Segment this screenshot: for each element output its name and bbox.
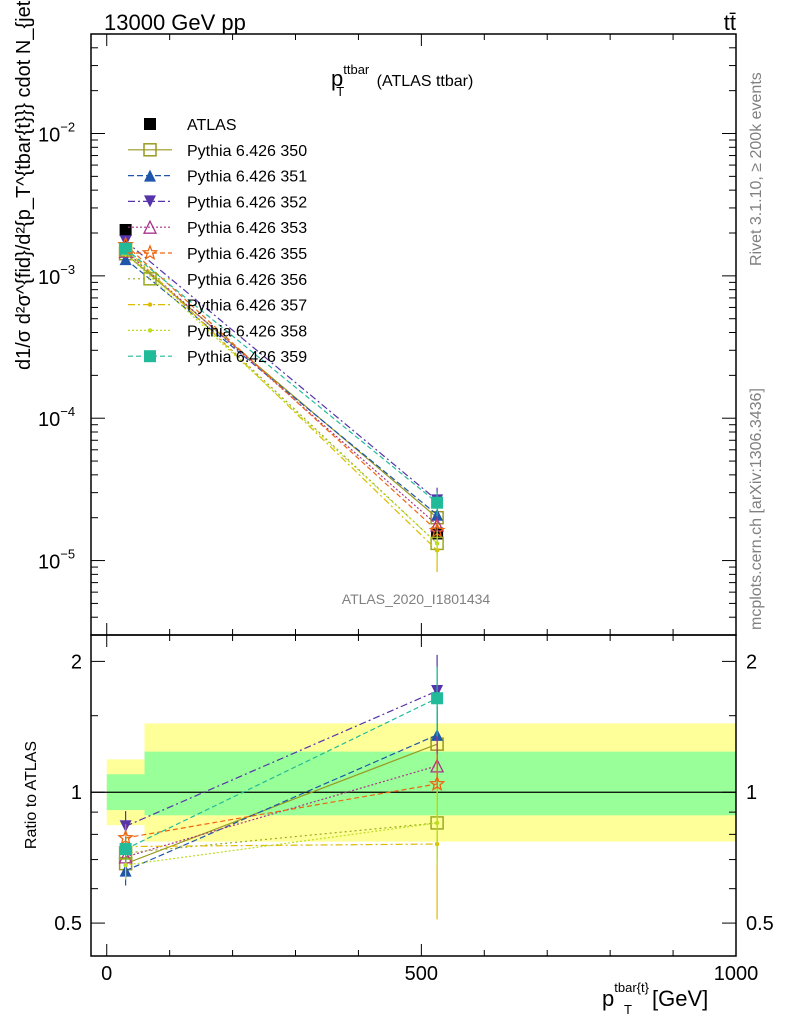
pythia-6-426-357-ratio-line <box>125 843 438 848</box>
main-ylabel: d1/σ d²σ^{fid}/d²{p_T^{tbar{t}}} cdot N_… <box>13 0 35 370</box>
pythia-6-426-357-line <box>125 247 438 551</box>
uncertainty-band-green <box>144 751 737 816</box>
y-tick-label: 2 <box>71 651 82 673</box>
pythia-6-426-351-line <box>125 258 438 516</box>
y-tick-label-right: 0.5 <box>746 913 774 935</box>
legend-marker-pythia-6-426-356 <box>143 272 157 286</box>
pythia-6-426-350-ratio-line <box>125 743 438 865</box>
ratio-bands <box>91 723 737 842</box>
pythia-6-426-352-ratio-line <box>125 690 438 827</box>
legend-label-pythia-6-426-350: Pythia 6.426 350 <box>187 143 307 160</box>
y-tick-label-right: 2 <box>746 651 757 673</box>
legend-marker-pythia-6-426-352 <box>144 195 156 208</box>
main-panel: ATLAS Pythia 6.426 350 Pythia 6.426 351 Pyt… <box>13 0 737 636</box>
x-tick-label: 0 <box>101 963 112 985</box>
pythia-6-426-356-line <box>125 249 438 544</box>
legend-label-pythia-6-426-358: Pythia 6.426 358 <box>187 323 307 340</box>
x-tick-label: 1000 <box>714 963 759 985</box>
pythia-6-426-359-ratio-point <box>431 692 444 705</box>
legend-label-pythia-6-426-359: Pythia 6.426 359 <box>187 349 307 366</box>
y-tick-label: 10−3 <box>38 262 75 289</box>
legend-label-pythia-6-426-357: Pythia 6.426 357 <box>187 298 307 315</box>
rivet-label: Rivet 3.1.10, ≥ 200k events <box>748 72 765 266</box>
legend-label-pythia-6-426-356: Pythia 6.426 356 <box>187 272 307 289</box>
mcplots-label: mcplots.cern.ch [arXiv:1306.3436] <box>748 388 765 630</box>
main-title: pttbar T (ATLAS ttbar) <box>331 62 473 99</box>
legend-label-pythia-6-426-355: Pythia 6.426 355 <box>187 246 307 263</box>
legend-marker-pythia-6-426-359 <box>144 350 156 363</box>
process-label: tt̄ <box>724 10 736 35</box>
main-axes: 10−5 10−4 10−3 10−2 <box>38 33 737 636</box>
pythia-6-426-359-ratio-point <box>119 843 132 856</box>
pythia-6-426-358-ratio-point <box>434 820 440 826</box>
pythia-6-426-359-ratio-line <box>125 697 438 850</box>
pythia-6-426-355-ratio-point <box>428 775 446 792</box>
legend-marker-pythia-6-426-355 <box>141 244 159 261</box>
y-tick-label: 10−4 <box>38 404 75 431</box>
legend: ATLAS Pythia 6.426 350 Pythia 6.426 351 Pyt… <box>128 117 307 366</box>
pythia-6-426-355-line <box>125 244 438 532</box>
legend-marker-pythia-6-426-351 <box>144 169 156 182</box>
atlas-point <box>119 223 132 236</box>
ratio-axes: 0 500 1000 0.5 0.5 1 1 2 2 <box>54 635 774 985</box>
pythia-6-426-359-line <box>125 248 438 504</box>
ratio-data-layer <box>117 654 446 920</box>
pythia-6-426-353-line <box>125 250 438 526</box>
y-tick-label-right: 1 <box>746 782 757 804</box>
pythia-6-426-352-point <box>119 235 132 248</box>
legend-label-pythia-6-426-351: Pythia 6.426 351 <box>187 169 307 186</box>
legend-marker-atlas <box>144 118 156 130</box>
legend-marker-pythia-6-426-353 <box>142 219 158 234</box>
energy-label: 13000 GeV pp <box>104 10 246 35</box>
ratio-panel: 0 500 1000 0.5 0.5 1 1 2 2 Ratio to ATLAS ptbar{… <box>23 634 774 1017</box>
pythia-6-426-351-point <box>119 253 132 266</box>
y-tick-label: 10−5 <box>38 547 75 574</box>
legend-label-pythia-6-426-353: Pythia 6.426 353 <box>187 220 307 237</box>
pythia-6-426-355-ratio-line <box>125 783 438 839</box>
legend-marker-pythia-6-426-357 <box>147 302 153 307</box>
y-tick-label: 1 <box>71 782 82 804</box>
x-tick-label: 500 <box>405 963 438 985</box>
pythia-6-426-358-ratio-line <box>125 822 438 866</box>
analysis-watermark: ATLAS_2020_I1801434 <box>342 591 491 607</box>
pythia-6-426-358-line <box>125 253 438 544</box>
ratio-frame <box>90 634 737 957</box>
pythia-6-426-351-ratio-line <box>125 734 438 872</box>
legend-marker-pythia-6-426-358 <box>147 328 153 333</box>
main-data-layer <box>117 223 446 573</box>
legend-label-pythia-6-426-352: Pythia 6.426 352 <box>187 194 307 211</box>
pythia-6-426-358-ratio-point <box>123 862 128 868</box>
pythia-6-426-356-ratio-line <box>125 822 438 854</box>
y-tick-label: 10−2 <box>38 120 75 147</box>
legend-label-atlas: ATLAS <box>187 117 237 134</box>
pythia-6-426-358-point <box>434 541 440 546</box>
ratio-ylabel: Ratio to ATLAS <box>23 741 40 849</box>
xlabel: ptbar{t} T [GeV] <box>602 980 708 1017</box>
y-tick-label: 0.5 <box>54 913 82 935</box>
pythia-6-426-359-point <box>431 496 444 509</box>
pythia-6-426-359-point <box>119 242 132 255</box>
legend-marker-pythia-6-426-350 <box>143 143 157 157</box>
